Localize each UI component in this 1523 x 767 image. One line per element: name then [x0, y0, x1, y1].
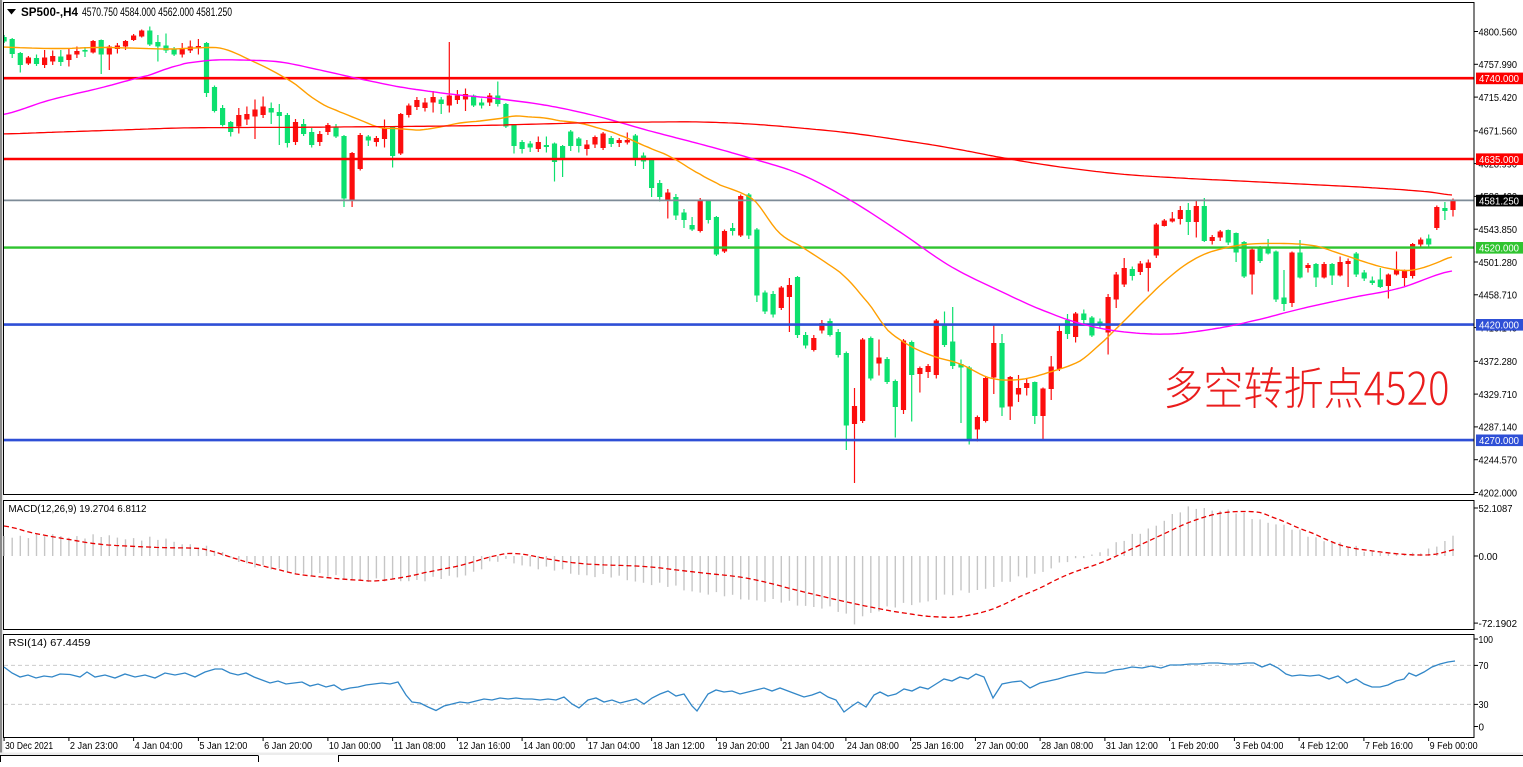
svg-text:21 Jan 04:00: 21 Jan 04:00: [782, 741, 834, 752]
svg-text:4287.140: 4287.140: [1479, 422, 1518, 434]
svg-text:6 Jan 20:00: 6 Jan 20:00: [264, 741, 312, 752]
svg-text:4757.990: 4757.990: [1479, 59, 1518, 71]
svg-text:14 Jan 00:00: 14 Jan 00:00: [523, 741, 575, 752]
svg-text:4581.250: 4581.250: [1479, 195, 1519, 207]
svg-text:9 Feb 00:00: 9 Feb 00:00: [1430, 741, 1478, 752]
svg-text:7 Feb 16:00: 7 Feb 16:00: [1365, 741, 1413, 752]
svg-text:12 Jan 16:00: 12 Jan 16:00: [458, 741, 510, 752]
svg-text:10 Jan 00:00: 10 Jan 00:00: [329, 741, 381, 752]
svg-text:19 Jan 20:00: 19 Jan 20:00: [717, 741, 769, 752]
svg-text:-72.1902: -72.1902: [1479, 618, 1518, 630]
svg-text:27 Jan 00:00: 27 Jan 00:00: [976, 741, 1028, 752]
svg-text:4740.000: 4740.000: [1479, 73, 1519, 85]
svg-text:25 Jan 16:00: 25 Jan 16:00: [912, 741, 964, 752]
svg-text:5 Jan 12:00: 5 Jan 12:00: [199, 741, 247, 752]
svg-text:4244.570: 4244.570: [1479, 455, 1518, 467]
svg-text:18 Jan 12:00: 18 Jan 12:00: [653, 741, 705, 752]
svg-text:4458.710: 4458.710: [1479, 290, 1518, 302]
svg-text:4270.000: 4270.000: [1479, 435, 1519, 447]
svg-text:4202.000: 4202.000: [1479, 487, 1518, 499]
svg-text:4420.000: 4420.000: [1479, 320, 1519, 332]
svg-text:52.1087: 52.1087: [1479, 503, 1513, 515]
svg-text:3 Feb 04:00: 3 Feb 04:00: [1235, 741, 1283, 752]
svg-text:0.00: 0.00: [1479, 551, 1498, 563]
svg-text:30: 30: [1479, 699, 1489, 711]
svg-text:4520.000: 4520.000: [1479, 243, 1519, 255]
svg-text:31 Jan 12:00: 31 Jan 12:00: [1106, 741, 1158, 752]
svg-text:1 Feb 20:00: 1 Feb 20:00: [1171, 741, 1219, 752]
svg-text:100: 100: [1479, 634, 1494, 646]
svg-text:2 Jan 23:00: 2 Jan 23:00: [70, 741, 118, 752]
svg-text:4715.420: 4715.420: [1479, 92, 1518, 104]
svg-text:4800.560: 4800.560: [1479, 26, 1518, 38]
svg-text:SP500-,H4: SP500-,H4: [21, 7, 79, 19]
svg-text:4 Jan 04:00: 4 Jan 04:00: [135, 741, 183, 752]
svg-text:4570.750 4584.000 4562.000 458: 4570.750 4584.000 4562.000 4581.250: [82, 7, 232, 19]
svg-text:4501.280: 4501.280: [1479, 257, 1518, 269]
svg-text:11 Jan 08:00: 11 Jan 08:00: [394, 741, 446, 752]
svg-text:MACD(12,26,9) 19.2704 6.8112: MACD(12,26,9) 19.2704 6.8112: [9, 503, 147, 515]
svg-text:0: 0: [1479, 721, 1485, 733]
svg-text:24 Jan 08:00: 24 Jan 08:00: [847, 741, 899, 752]
svg-text:4635.000: 4635.000: [1479, 154, 1519, 166]
svg-text:17 Jan 04:00: 17 Jan 04:00: [588, 741, 640, 752]
svg-text:4543.850: 4543.850: [1479, 224, 1518, 236]
svg-text:4329.710: 4329.710: [1479, 389, 1518, 401]
svg-text:4372.280: 4372.280: [1479, 356, 1518, 368]
svg-text:RSI(14) 67.4459: RSI(14) 67.4459: [9, 637, 91, 649]
svg-text:28 Jan 08:00: 28 Jan 08:00: [1041, 741, 1093, 752]
svg-text:70: 70: [1479, 660, 1489, 672]
svg-text:4 Feb 12:00: 4 Feb 12:00: [1300, 741, 1348, 752]
svg-text:4671.560: 4671.560: [1479, 126, 1518, 138]
svg-text:30 Dec 2021: 30 Dec 2021: [5, 741, 53, 752]
